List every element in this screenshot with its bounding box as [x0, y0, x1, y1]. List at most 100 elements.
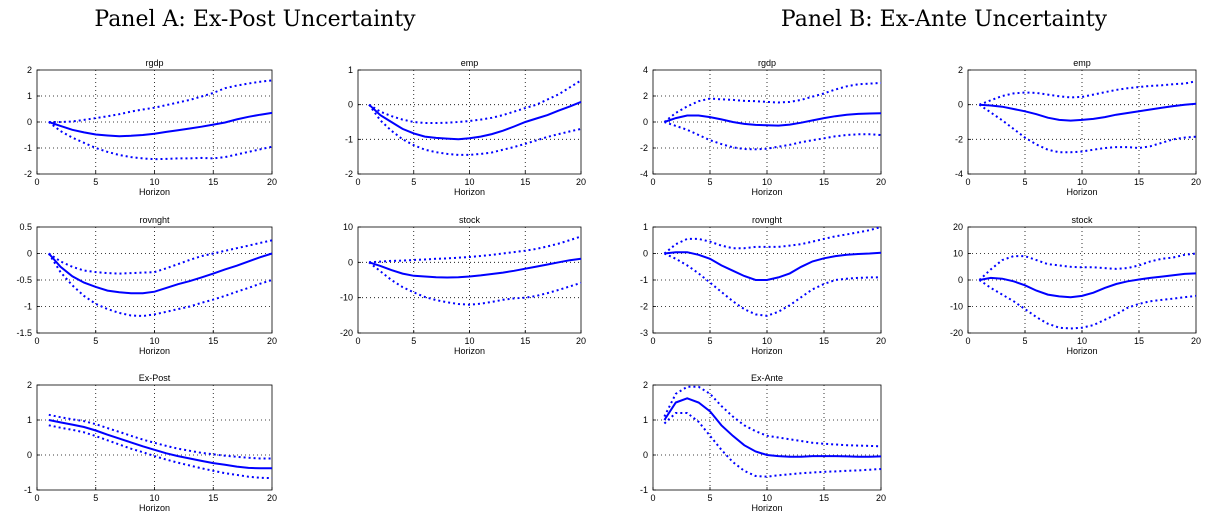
confidence-band-line [979, 80, 1197, 106]
x-tick-label: 10 [464, 177, 474, 187]
y-tick-label: 0 [348, 257, 353, 267]
y-tick-label: 1 [348, 65, 353, 75]
x-tick-label: 20 [876, 177, 886, 187]
x-tick-label: 15 [208, 493, 218, 503]
y-tick-label: 20 [953, 222, 963, 232]
y-tick-label: -1 [640, 485, 648, 495]
x-tick-label: 0 [34, 336, 39, 346]
confidence-band-line [978, 252, 1197, 281]
x-axis-label: Horizon [139, 346, 170, 356]
subplot-title: rgdp [145, 58, 163, 68]
y-tick-label: 0.5 [19, 222, 32, 232]
x-tick-label: 0 [650, 177, 655, 187]
x-axis-label: Horizon [454, 346, 485, 356]
subplot-b-emp: 0 5 10 15 20 -4 -2 0 2 emp Horizon [955, 58, 1201, 197]
x-tick-label: 0 [34, 493, 39, 503]
subplot-title: rgdp [758, 58, 776, 68]
x-tick-label: 5 [1022, 177, 1027, 187]
irf-line [368, 257, 582, 279]
confidence-band-line [978, 279, 1197, 330]
x-tick-label: 20 [576, 336, 586, 346]
confidence-band-line [368, 79, 582, 124]
x-tick-label: 15 [520, 177, 530, 187]
x-axis-label: Horizon [139, 503, 170, 513]
x-tick-label: 20 [267, 177, 277, 187]
y-tick-label: 10 [953, 249, 963, 259]
confidence-band-line [47, 252, 273, 318]
x-tick-label: 20 [267, 336, 277, 346]
y-tick-label: 0 [643, 117, 648, 127]
x-tick-label: 20 [1191, 177, 1201, 187]
subplot-b-rovnght: 0 5 10 15 20 -3 -2 -1 0 1 rovnght Horizon [640, 215, 886, 356]
subplot-a-emp: 0 5 10 15 20 -2 -1 0 1 emp Horizon [345, 58, 586, 197]
irf-line [979, 102, 1197, 122]
y-tick-label: -0.5 [16, 275, 32, 285]
y-tick-label: -20 [950, 328, 963, 338]
subplot-title: stock [1071, 215, 1093, 225]
y-tick-label: 1 [27, 91, 32, 101]
y-tick-label: 1 [27, 415, 32, 425]
y-tick-label: 0 [27, 249, 32, 259]
irf-line [368, 100, 582, 141]
irf-line [48, 419, 272, 470]
x-tick-label: 15 [819, 493, 829, 503]
x-tick-label: 5 [707, 493, 712, 503]
x-tick-label: 15 [819, 177, 829, 187]
y-tick-label: 0 [348, 100, 353, 110]
subplot-title: rovnght [139, 215, 170, 225]
y-tick-label: 0 [958, 275, 963, 285]
confidence-band-line [369, 235, 582, 264]
confidence-band-line [48, 239, 273, 275]
subplot-b-stock: 0 5 10 15 20 -20 -10 0 10 20 stock Horizon [950, 215, 1201, 356]
y-tick-label: -4 [955, 169, 963, 179]
x-tick-label: 15 [1134, 177, 1144, 187]
x-tick-label: 10 [762, 493, 772, 503]
subplot-a-rgdp: 0 5 10 15 20 -2 -1 0 1 2 rgdp Horizon [24, 58, 277, 197]
panel-a-title: Panel A: Ex-Post Uncertainty [94, 7, 416, 32]
x-tick-label: 5 [93, 177, 98, 187]
x-tick-label: 0 [650, 336, 655, 346]
x-tick-label: 5 [93, 493, 98, 503]
irf-line [664, 251, 882, 281]
x-tick-label: 5 [93, 336, 98, 346]
panel-b-title: Panel B: Ex-Ante Uncertainty [781, 7, 1108, 32]
confidence-band-line [664, 121, 882, 151]
x-tick-label: 0 [34, 177, 39, 187]
y-tick-label: 2 [27, 65, 32, 75]
confidence-band-line [978, 103, 1197, 154]
y-tick-label: 4 [643, 65, 648, 75]
confidence-band-line [663, 252, 881, 317]
x-axis-label: Horizon [139, 187, 170, 197]
subplot-title: rovnght [752, 215, 783, 225]
confidence-band-line [368, 261, 582, 306]
y-tick-label: 0 [27, 450, 32, 460]
y-tick-label: -10 [950, 302, 963, 312]
x-tick-label: 10 [464, 336, 474, 346]
y-tick-label: 0 [27, 117, 32, 127]
x-axis-label: Horizon [751, 187, 782, 197]
confidence-band-line [48, 413, 272, 460]
x-tick-label: 10 [149, 493, 159, 503]
x-tick-label: 10 [762, 177, 772, 187]
subplot-a-stock: 0 5 10 15 20 -20 -10 0 10 stock Horizon [340, 215, 586, 356]
irf-line [663, 397, 882, 458]
x-tick-label: 15 [1134, 336, 1144, 346]
x-tick-label: 5 [707, 336, 712, 346]
y-tick-label: 1 [643, 415, 648, 425]
y-tick-label: 0 [643, 450, 648, 460]
irf-line [979, 272, 1197, 299]
x-tick-label: 10 [762, 336, 772, 346]
y-tick-label: 2 [643, 91, 648, 101]
confidence-band-line [663, 385, 882, 448]
x-axis-label: Horizon [1066, 187, 1097, 197]
y-tick-label: -1 [345, 134, 353, 144]
y-tick-label: 2 [958, 65, 963, 75]
x-tick-label: 15 [520, 336, 530, 346]
y-tick-label: 0 [958, 100, 963, 110]
x-tick-label: 0 [650, 493, 655, 503]
y-tick-label: -2 [640, 302, 648, 312]
x-tick-label: 5 [1022, 336, 1027, 346]
